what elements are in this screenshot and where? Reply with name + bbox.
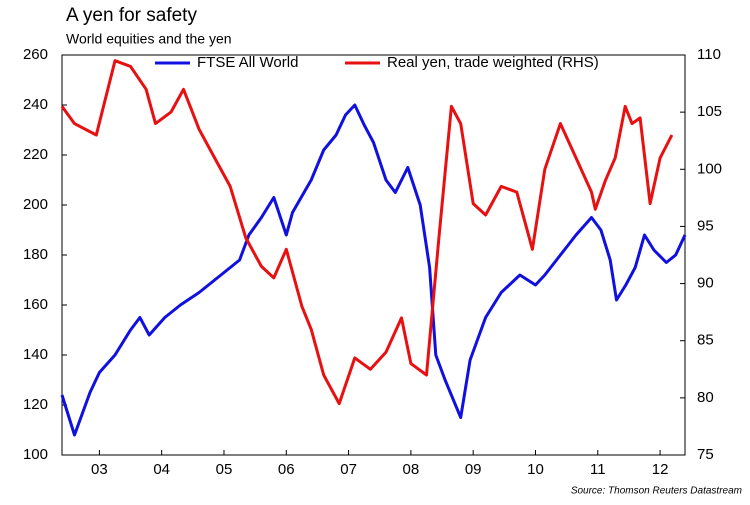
y-tick-label: 200 <box>23 196 48 213</box>
y-tick-label: 160 <box>23 296 48 313</box>
y2-tick-label: 100 <box>697 160 722 177</box>
y2-tick-label: 95 <box>697 217 714 234</box>
y-tick-label: 220 <box>23 146 48 163</box>
y2-tick-label: 105 <box>697 103 722 120</box>
x-tick-label: 10 <box>527 461 544 478</box>
chart-subtitle: World equities and the yen <box>66 31 232 47</box>
y2-tick-label: 75 <box>697 446 714 463</box>
x-tick-label: 12 <box>652 461 669 478</box>
y2-tick-label: 80 <box>697 389 714 406</box>
x-tick-label: 09 <box>465 461 482 478</box>
y2-tick-label: 90 <box>697 275 714 292</box>
y-tick-label: 140 <box>23 346 48 363</box>
plot-frame <box>61 54 686 456</box>
y2-tick-label: 110 <box>697 46 721 63</box>
chart-title: A yen for safety <box>66 5 197 26</box>
x-tick-label: 07 <box>340 461 357 478</box>
data-line <box>60 103 687 437</box>
x-tick-label: 04 <box>153 461 170 478</box>
y-tick-label: 120 <box>23 396 48 413</box>
source-note: Source: Thomson Reuters Datastream <box>571 486 742 497</box>
x-tick-label: 06 <box>278 461 295 478</box>
y-tick-label: 100 <box>23 446 48 463</box>
y-tick-label: 180 <box>23 246 48 263</box>
y2-tick-label: 85 <box>697 332 714 349</box>
y-tick-label: 260 <box>23 46 48 63</box>
x-tick-label: 05 <box>216 461 233 478</box>
x-tick-label: 11 <box>590 461 606 478</box>
x-tick-label: 03 <box>91 461 108 478</box>
data-line <box>60 59 674 406</box>
legend-label: FTSE All World <box>197 54 298 71</box>
legend-label: Real yen, trade weighted (RHS) <box>387 54 599 71</box>
y-tick-label: 240 <box>23 96 48 113</box>
x-tick-label: 08 <box>403 461 420 478</box>
